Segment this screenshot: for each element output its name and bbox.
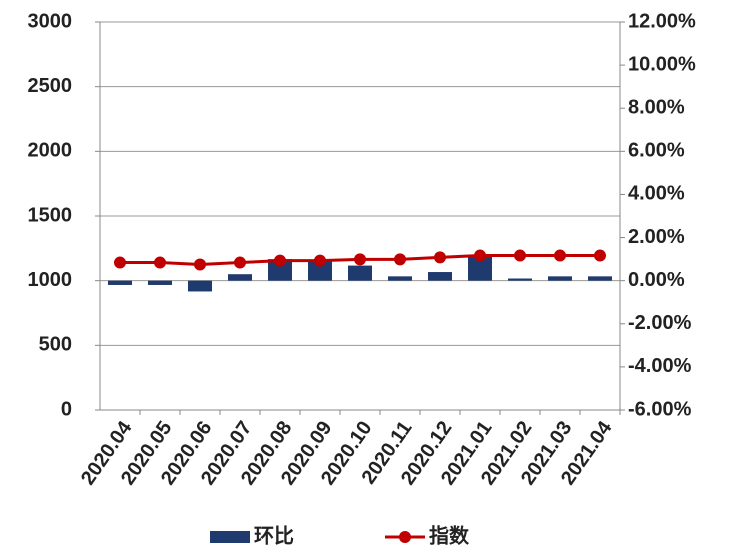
legend-label: 环比 — [254, 524, 294, 547]
marker — [114, 256, 126, 269]
legend-swatch — [210, 531, 250, 543]
y-tick-label: 3000 — [28, 10, 73, 32]
marker — [434, 251, 446, 264]
bar — [148, 280, 172, 285]
marker — [554, 249, 566, 262]
bar — [388, 276, 412, 281]
bar — [468, 256, 492, 281]
marker — [194, 258, 206, 271]
marker — [354, 253, 366, 266]
y2-tick-label: 8.00% — [628, 97, 685, 119]
y-tick-label: 1000 — [28, 269, 73, 291]
y2-tick-label: 12.00% — [628, 10, 696, 32]
y2-tick-label: -2.00% — [628, 312, 692, 334]
bar — [188, 280, 212, 292]
bar — [588, 276, 612, 281]
y-tick-label: 0 — [61, 398, 72, 420]
marker — [514, 249, 526, 262]
legend-swatch — [399, 531, 411, 543]
y2-tick-label: 6.00% — [628, 140, 685, 162]
bar — [428, 272, 452, 281]
y2-tick-label: 10.00% — [628, 53, 696, 75]
bar — [348, 265, 372, 281]
bar — [108, 280, 132, 285]
marker — [394, 253, 406, 266]
bar — [508, 278, 532, 281]
marker — [474, 249, 486, 262]
legend-label: 指数 — [429, 523, 470, 547]
marker — [594, 249, 606, 262]
y2-tick-label: -4.00% — [628, 355, 692, 377]
y-tick-label: 500 — [39, 334, 72, 356]
bar — [228, 274, 252, 281]
bar — [308, 261, 332, 281]
marker — [274, 254, 286, 267]
marker — [314, 254, 326, 267]
y-tick-label: 1500 — [28, 204, 73, 226]
marker — [234, 256, 246, 269]
y2-tick-label: 4.00% — [628, 183, 685, 205]
y-tick-label: 2000 — [28, 140, 73, 162]
y2-tick-label: 0.00% — [628, 269, 685, 291]
y2-tick-label: -6.00% — [628, 398, 692, 420]
y2-tick-label: 2.00% — [628, 226, 685, 248]
bar — [548, 276, 572, 281]
y-tick-label: 2500 — [28, 75, 73, 97]
marker — [154, 256, 166, 269]
bar — [268, 259, 292, 281]
